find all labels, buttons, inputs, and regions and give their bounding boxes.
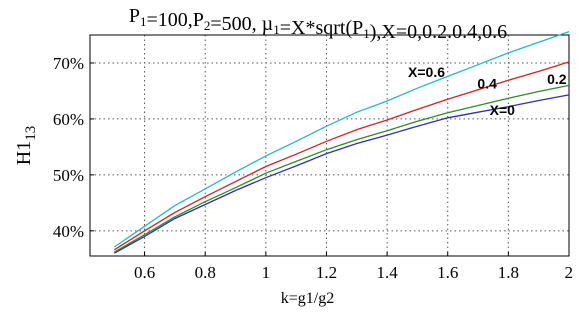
series-line-2 — [113, 84, 570, 253]
title-part: =X*sqrt(P — [280, 17, 364, 39]
series-line-4 — [113, 30, 570, 248]
y-tick-label: 70% — [53, 54, 84, 73]
plot-area-frame — [89, 34, 570, 257]
x-tick-label: 1.8 — [498, 263, 519, 282]
title-part: 2 — [204, 18, 211, 33]
x-tick-label: 1 — [262, 263, 271, 282]
y-tick-label: 40% — [53, 222, 84, 241]
chart-title: P1=100,P2=500, µ1=X*sqrt(P1),X=0,0.2.0.4… — [129, 5, 507, 43]
title-part: ),X=0,0.2.0.4,0.6 — [370, 21, 507, 43]
y-axis-label-base: H1 — [13, 141, 35, 165]
title-part: =500, µ — [210, 13, 273, 35]
x-tick-label: 1.4 — [376, 263, 398, 282]
title-part: 1 — [273, 22, 280, 37]
grid — [90, 35, 570, 256]
series-group — [113, 30, 570, 254]
x-tick-label: 0.6 — [134, 263, 155, 282]
y-axis-label: H113 — [13, 126, 39, 165]
y-tick-label: 60% — [53, 110, 84, 129]
title-part: 1 — [363, 26, 370, 41]
title-part: =100,P — [147, 9, 204, 31]
series-line-1 — [113, 94, 570, 254]
series-annotation: X=0.6 — [408, 64, 445, 80]
y-tick-label: 50% — [53, 166, 84, 185]
series-annotation: 0.2 — [547, 71, 567, 87]
tick-labels: 0.6 0.8 1 1.2 1.4 1.6 1.8 2 40% 50% 60% 70% — [53, 54, 573, 282]
series-line-3 — [113, 61, 570, 251]
x-tick-label: 2 — [565, 263, 574, 282]
title-part: 1 — [140, 14, 147, 29]
x-tick-label: 0.8 — [195, 263, 216, 282]
x-tick-label: 1.2 — [316, 263, 337, 282]
annotations: X=0.6 0.4 0.2 X=0 — [408, 64, 567, 118]
x-axis-label: k=g1/g2 — [281, 290, 334, 307]
title-part: P — [129, 5, 140, 27]
y-axis-label-subscript: 13 — [23, 126, 39, 141]
series-annotation: X=0 — [490, 102, 516, 118]
x-tick-label: 1.6 — [437, 263, 458, 282]
series-annotation: 0.4 — [477, 76, 497, 92]
